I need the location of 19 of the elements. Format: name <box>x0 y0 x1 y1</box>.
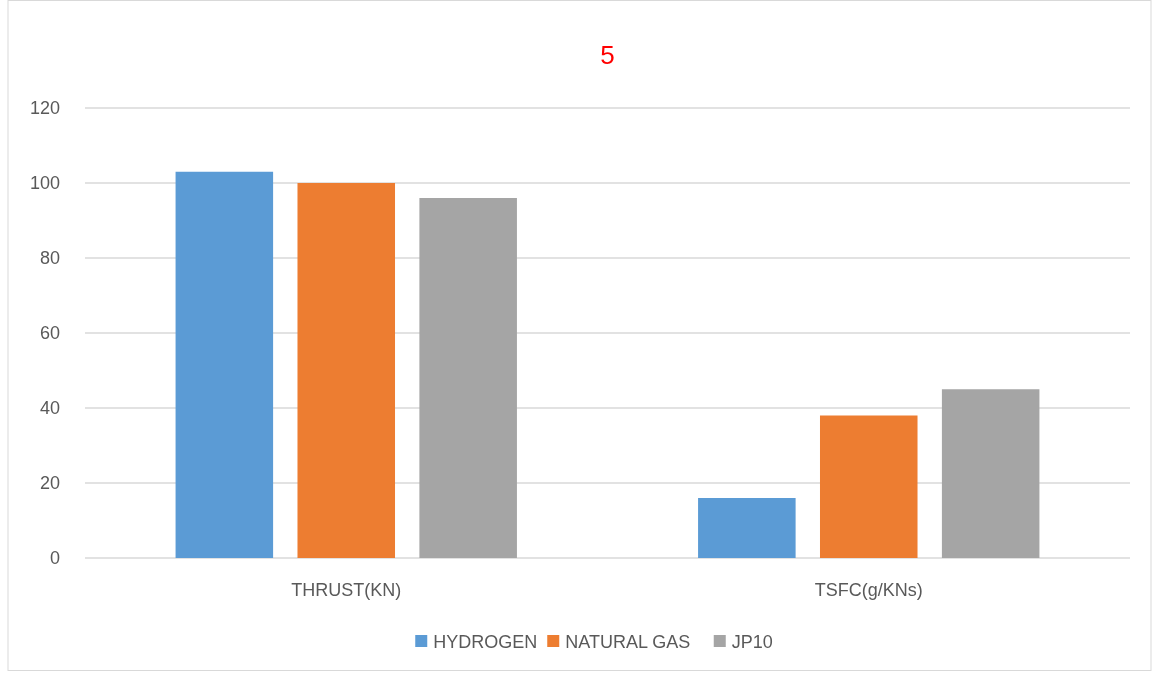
bar <box>419 198 517 558</box>
bar <box>819 415 918 558</box>
x-tick-label: THRUST(KN) <box>291 580 402 600</box>
chart-title: 5 <box>600 40 615 70</box>
x-tick-label: TSFC(g/KNs) <box>814 580 923 600</box>
bar <box>175 171 274 558</box>
y-tick-label: 80 <box>39 248 60 269</box>
y-tick-label: 40 <box>39 398 60 419</box>
y-tick-label: 0 <box>49 548 60 569</box>
legend-label: JP10 <box>731 632 773 653</box>
y-tick-label: 120 <box>29 98 60 119</box>
bar <box>297 183 396 558</box>
y-tick-label: 60 <box>39 323 60 344</box>
legend-label: NATURAL GAS <box>565 632 691 653</box>
y-tick-label: 20 <box>39 473 60 494</box>
bar <box>941 389 1040 558</box>
y-tick-label: 100 <box>29 173 60 194</box>
legend-label: HYDROGEN <box>433 632 538 653</box>
bar <box>698 498 796 558</box>
